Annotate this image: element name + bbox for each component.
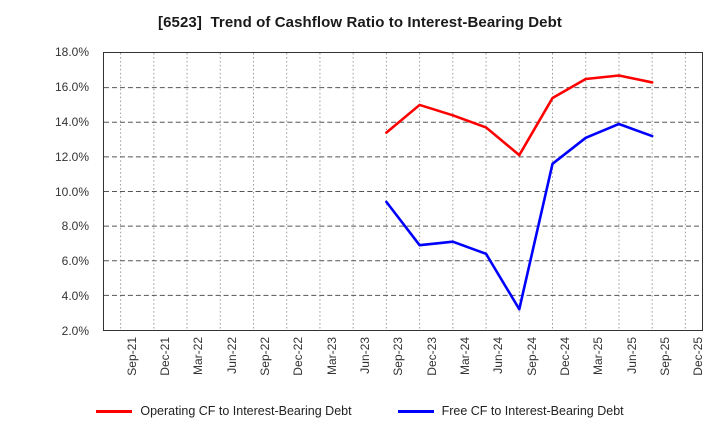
legend-color-swatch: [96, 409, 133, 413]
page-title: [6523] Trend of Cashflow Ratio to Intere…: [158, 14, 562, 31]
x-tick-label: Dec-23: [424, 337, 439, 376]
x-tick-label: Sep-25: [658, 337, 672, 376]
legend-item[interactable]: Free CF to Interest-Bearing Debt: [397, 404, 624, 418]
x-tick-label: Sep-23: [391, 337, 406, 376]
plot-area: [103, 52, 703, 331]
x-axis: Sep-21 Dec-21 Mar-22 Jun-22 Sep-22 Dec-22 Mar-…: [103, 331, 706, 406]
legend-color-swatch: [397, 409, 434, 413]
y-tick-label: 8.0%: [61, 219, 89, 234]
series-line-1: [385, 122, 654, 311]
x-tick-label: Jun-24: [491, 337, 506, 374]
x-tick-label: Sep-22: [258, 337, 272, 376]
data-series-layer: [385, 74, 654, 311]
legend-label: Operating CF to Interest-Bearing Debt: [140, 404, 352, 418]
x-tick-label: Jun-22: [224, 337, 239, 374]
y-tick-label: 6.0%: [61, 254, 89, 269]
y-tick-label: 18.0%: [54, 45, 89, 59]
x-tick-label: Mar-24: [458, 337, 472, 376]
x-tick-label: Mar-22: [191, 337, 206, 376]
series-line-0: [385, 74, 654, 157]
x-tick-label: Mar-23: [324, 337, 339, 376]
x-tick-label: Sep-21: [124, 337, 139, 376]
x-tick-label: Dec-21: [158, 337, 172, 376]
y-tick-label: 2.0%: [61, 324, 89, 338]
y-tick-label: 14.0%: [54, 114, 89, 129]
x-tick-label: Sep-24: [524, 337, 539, 376]
x-tick-label: Jun-25: [624, 337, 639, 374]
legend-label: Free CF to Interest-Bearing Debt: [441, 404, 624, 418]
y-axis: 18.0% 16.0% 14.0% 12.0% 10.0% 8.0% 6.0% 4.0% 2.0…: [0, 45, 97, 338]
legend-item[interactable]: Operating CF to Interest-Bearing Debt: [96, 404, 352, 418]
x-tick-label: Mar-25: [591, 337, 606, 376]
x-tick-label: Dec-24: [558, 337, 572, 376]
x-tick-label: Dec-22: [291, 337, 306, 376]
y-tick-label: 12.0%: [54, 149, 89, 164]
y-tick-label: 10.0%: [54, 184, 89, 199]
y-tick-label: 4.0%: [61, 289, 89, 304]
y-tick-label: 16.0%: [54, 79, 89, 94]
x-tick-label: Dec-25: [691, 337, 706, 376]
gridlines: [104, 53, 702, 330]
legend: Operating CF to Interest-Bearing Debt Fre…: [0, 404, 720, 418]
x-tick-label: Jun-23: [358, 337, 372, 374]
